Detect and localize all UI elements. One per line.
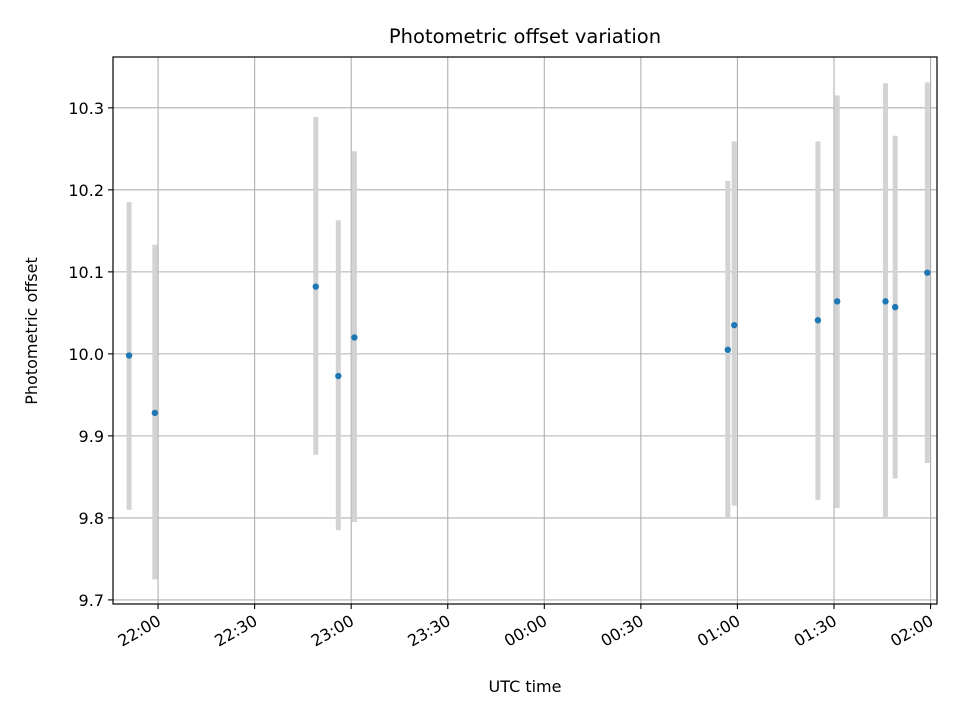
data-point <box>891 303 899 311</box>
y-tick-label: 10.0 <box>68 345 104 364</box>
data-point <box>312 283 319 290</box>
data-point <box>351 334 358 341</box>
chart-title: Photometric offset variation <box>389 25 661 48</box>
y-axis-label: Photometric offset <box>22 257 41 405</box>
data-points <box>125 269 931 417</box>
data-point <box>814 317 822 324</box>
data-point <box>731 321 738 329</box>
y-tick-label: 9.8 <box>79 509 104 528</box>
y-tick-label: 10.2 <box>68 181 104 200</box>
data-point <box>125 352 133 359</box>
data-point <box>834 298 841 305</box>
x-axis-label: UTC time <box>489 677 562 696</box>
data-point <box>724 346 731 353</box>
data-point <box>882 298 889 305</box>
data-point <box>335 372 342 380</box>
y-tick-label: 9.7 <box>79 591 104 610</box>
y-axis-ticks: 9.7 9.8 9.9 10.0 10.1 10.2 10.3 <box>68 99 113 610</box>
plot-frame <box>112 56 938 605</box>
grid <box>113 57 937 604</box>
data-point <box>924 269 931 276</box>
y-tick-label: 10.1 <box>68 263 104 282</box>
data-point <box>151 409 159 417</box>
y-tick-label: 10.3 <box>68 99 104 118</box>
y-tick-label: 9.9 <box>79 427 104 446</box>
